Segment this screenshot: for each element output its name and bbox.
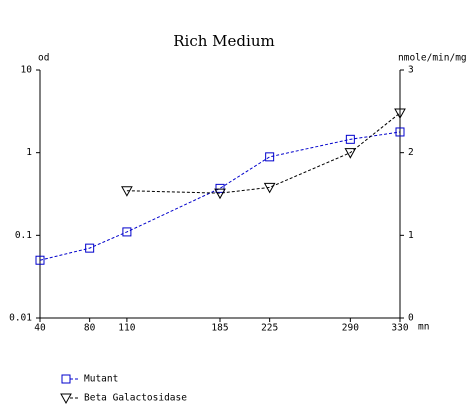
x-tick-label: 40 [34, 323, 46, 334]
y2-tick-label: 0 [408, 313, 414, 324]
marker [215, 183, 225, 193]
y-tick-label: 10 [21, 65, 33, 76]
marker [395, 127, 405, 137]
legend-label: Beta Galactosidase [84, 393, 187, 404]
x-tick-label: 225 [261, 323, 278, 334]
marker [265, 152, 275, 162]
y2-tick-label: 3 [408, 65, 414, 76]
x-tick-label: 330 [391, 323, 408, 334]
marker [60, 393, 72, 405]
series-line [39, 131, 401, 261]
marker [122, 227, 132, 237]
marker [345, 134, 355, 144]
x-tick-label: 290 [342, 323, 359, 334]
y-tick-label: 0.01 [9, 313, 32, 324]
marker [394, 108, 406, 120]
x-tick-label: 185 [211, 323, 228, 334]
y-tick-label: 0.1 [15, 230, 32, 241]
y-tick-label: 1 [26, 147, 32, 158]
series-line [126, 112, 401, 194]
marker [263, 182, 276, 194]
marker [121, 186, 133, 197]
y-axis-label: od [38, 53, 49, 64]
x-tick-label: 110 [118, 323, 135, 334]
x-tick-label: 80 [84, 323, 96, 334]
marker [35, 255, 45, 265]
marker [85, 243, 95, 253]
y2-axis-label: nmole/min/mg [398, 53, 467, 64]
marker [344, 148, 357, 159]
x-axis-label: mn [418, 322, 429, 333]
y2-tick-label: 2 [408, 147, 414, 158]
marker [214, 188, 226, 200]
y2-tick-label: 1 [408, 230, 414, 241]
legend-label: Mutant [84, 374, 118, 385]
chart-title: Rich Medium [173, 32, 274, 50]
